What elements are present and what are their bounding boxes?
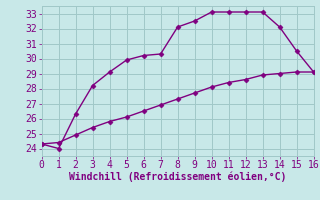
X-axis label: Windchill (Refroidissement éolien,°C): Windchill (Refroidissement éolien,°C) — [69, 172, 286, 182]
